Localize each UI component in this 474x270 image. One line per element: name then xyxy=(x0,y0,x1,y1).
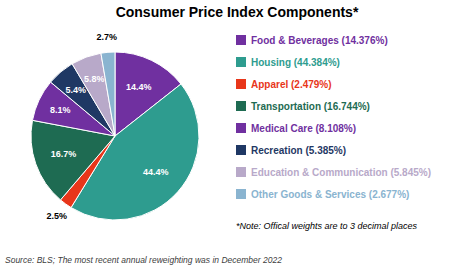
legend-entry: Apparel (2.479%) xyxy=(251,79,332,90)
data-label: 8.1% xyxy=(50,105,71,115)
legend: Food & Beverages (14.376%) Housing (44.38… xyxy=(236,35,431,200)
data-label: 14.4% xyxy=(126,82,152,92)
chart: Consumer Price Index Components* 14.4% 44.… xyxy=(0,0,474,270)
data-label: 2.7% xyxy=(96,32,117,42)
legend-entry: Housing (44.384%) xyxy=(251,57,340,68)
legend-swatch xyxy=(236,35,246,45)
data-label: 2.5% xyxy=(46,211,67,221)
legend-swatch xyxy=(236,101,246,111)
legend-swatch xyxy=(236,189,246,199)
legend-entry: Other Goods & Services (2.677%) xyxy=(251,189,409,200)
note: *Note: Offical weights are to 3 decimal … xyxy=(236,221,418,231)
pie-slice xyxy=(101,52,115,136)
legend-swatch xyxy=(236,145,246,155)
slices xyxy=(31,52,199,220)
legend-swatch xyxy=(236,79,246,89)
data-label: 5.8% xyxy=(84,74,105,84)
data-label: 16.7% xyxy=(51,149,77,159)
legend-entry: Medical Care (8.108%) xyxy=(251,123,356,134)
data-label: 44.4% xyxy=(143,167,169,177)
legend-entry: Education & Communication (5.845%) xyxy=(251,167,431,178)
title: Consumer Price Index Components* xyxy=(116,4,359,20)
legend-swatch xyxy=(236,123,246,133)
legend-entry: Recreation (5.385%) xyxy=(251,145,346,156)
data-label: 5.4% xyxy=(66,85,87,95)
legend-entry: Transportation (16.744%) xyxy=(251,101,370,112)
legend-swatch xyxy=(236,57,246,67)
source: Source: BLS; The most recent annual rewe… xyxy=(5,255,282,265)
legend-swatch xyxy=(236,167,246,177)
data-labels: 14.4% 44.4% 2.5% 16.7% 8.1% 5.4%5.8% 2.7% xyxy=(46,32,168,221)
legend-entry: Food & Beverages (14.376%) xyxy=(251,35,388,46)
